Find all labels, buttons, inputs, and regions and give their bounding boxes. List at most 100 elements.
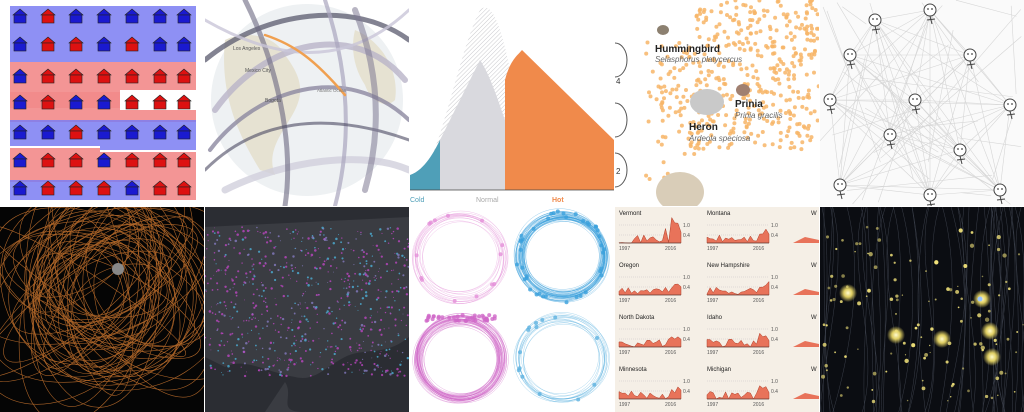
axis-tick-4: 4	[616, 77, 621, 86]
person-icon	[883, 128, 897, 150]
glowing-particles-thumbnail[interactable]	[820, 207, 1024, 412]
year-label: 1997	[619, 246, 630, 252]
house-icon	[68, 124, 84, 140]
house-icon	[96, 68, 112, 84]
label-los-angeles: Los Angeles	[233, 46, 261, 52]
house-icon	[152, 124, 168, 140]
state-small-multiples-thumbnail[interactable]: Vermont 1.0 0.4 1997 2016 Montana 1.0 0.4 1997 20…	[615, 207, 819, 412]
house-icon	[152, 152, 168, 168]
year-label: 2016	[665, 298, 676, 304]
label-heron: Heron	[689, 122, 718, 133]
house-icon	[96, 94, 112, 110]
house-icon	[40, 94, 56, 110]
house-icon	[68, 94, 84, 110]
house-icon	[152, 36, 168, 52]
year-label: 2016	[753, 402, 764, 408]
orbits-thumbnail[interactable]	[0, 207, 204, 412]
tick-label: 0.4	[771, 285, 778, 291]
tick-label: 1.0	[771, 379, 778, 385]
person-icon	[868, 13, 882, 35]
egg-dots	[644, 0, 819, 188]
state-name-cut: W	[811, 211, 817, 217]
person-icon	[923, 188, 937, 206]
tick-label: 1.0	[683, 327, 690, 333]
house-icon	[12, 124, 28, 140]
house-icon	[12, 68, 28, 84]
tick-label: 0.4	[683, 285, 690, 291]
house-icon	[68, 180, 84, 196]
network-figures-thumbnail[interactable]	[820, 0, 1024, 206]
house-icon	[152, 8, 168, 24]
house-icon	[96, 8, 112, 24]
person-icon	[923, 3, 937, 25]
person-icon	[823, 93, 837, 115]
label-normal: Normal	[476, 197, 499, 204]
person-icon	[833, 178, 847, 200]
state-name: New Hampshire	[707, 263, 750, 269]
house-icon	[12, 94, 28, 110]
state-name: Oregon	[619, 263, 639, 269]
year-label: 1997	[707, 402, 718, 408]
label-heron-sci: Ardeola speciosa	[688, 134, 751, 143]
label-prinia: Prinia	[735, 99, 763, 110]
year-label: 2016	[665, 350, 676, 356]
house-icon	[12, 8, 28, 24]
house-icon	[152, 68, 168, 84]
tick-label: 1.0	[683, 275, 690, 281]
label-hot: Hot	[552, 197, 564, 204]
house-icon	[176, 94, 192, 110]
night-map-thumbnail[interactable]	[205, 207, 409, 412]
year-label: 2016	[665, 246, 676, 252]
state-name-cut: W	[811, 367, 817, 373]
house-icon	[124, 8, 140, 24]
label-hummingbird-sci: Selasphorus platycercus	[655, 55, 742, 64]
house-icon	[124, 152, 140, 168]
label-cold: Cold	[410, 197, 425, 204]
bird-eggs-thumbnail[interactable]: Hummingbird Selasphorus platycercus Prin…	[615, 0, 819, 206]
house-icon	[124, 124, 140, 140]
year-label: 1997	[707, 350, 718, 356]
house-icon	[176, 8, 192, 24]
label-prinia-sci: Prinia gracilis	[735, 111, 783, 120]
label-hummingbird: Hummingbird	[655, 44, 720, 55]
year-label: 2016	[753, 298, 764, 304]
temperature-distribution-thumbnail[interactable]: Cold Normal Hot	[410, 0, 614, 206]
tick-label: 0.4	[683, 233, 690, 239]
year-label: 2016	[753, 246, 764, 252]
circles-scatter-thumbnail[interactable]	[410, 207, 614, 412]
house-icon	[124, 68, 140, 84]
state-name: North Dakota	[619, 315, 655, 321]
house-icon	[176, 36, 192, 52]
tick-label: 0.4	[771, 389, 778, 395]
districts-thumbnail[interactable]	[0, 0, 204, 206]
label-mexico-city: Mexico City	[245, 68, 271, 74]
house-icon	[176, 180, 192, 196]
house-icon	[176, 152, 192, 168]
person-icon	[843, 48, 857, 70]
house-icon	[12, 36, 28, 52]
axis-tick-2: 2	[616, 167, 621, 176]
state-name: Minnesota	[619, 367, 647, 373]
house-icon	[40, 68, 56, 84]
house-icon	[40, 36, 56, 52]
year-label: 1997	[619, 298, 630, 304]
year-label: 2016	[665, 402, 676, 408]
person-icon	[953, 143, 967, 165]
tick-label: 1.0	[771, 223, 778, 229]
house-icon	[68, 152, 84, 168]
tick-label: 1.0	[683, 379, 690, 385]
tick-label: 0.4	[683, 389, 690, 395]
house-icon	[68, 68, 84, 84]
tick-label: 0.4	[683, 337, 690, 343]
year-label: 1997	[707, 246, 718, 252]
house-icon	[40, 180, 56, 196]
year-label: 2016	[753, 350, 764, 356]
state-name: Michigan	[707, 367, 731, 373]
house-icon	[124, 94, 140, 110]
tick-label: 1.0	[683, 223, 690, 229]
person-icon	[1003, 98, 1017, 120]
person-icon	[908, 93, 922, 115]
house-icon	[96, 152, 112, 168]
globe-flights-thumbnail[interactable]: Los Angeles Mexico City Bogota Atlantic …	[205, 0, 409, 206]
